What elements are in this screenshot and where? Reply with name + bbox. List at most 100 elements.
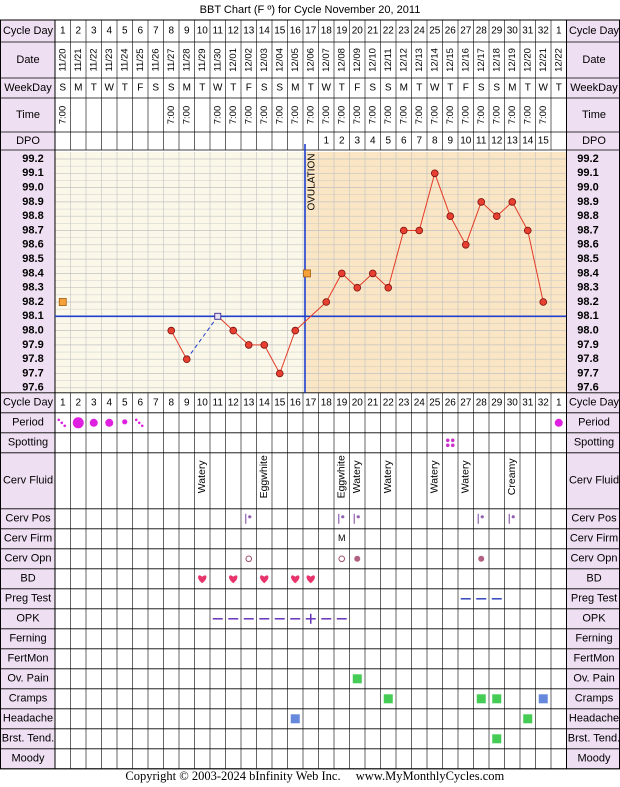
y-tick-label-right: 98.3	[577, 282, 598, 294]
cycle-day-cell: 9	[184, 26, 190, 37]
temp-line-segment	[387, 230, 405, 288]
y-tick-label-right: 97.7	[577, 367, 598, 379]
date-cell: 12/14	[429, 48, 440, 72]
dpo-cell: 1	[323, 136, 329, 147]
cerv-opn-open	[245, 555, 253, 563]
cramps-square	[383, 694, 393, 704]
right-label-column	[566, 20, 619, 769]
date-cell: 12/16	[460, 48, 471, 72]
dpo-cell: 10	[460, 136, 472, 147]
cycle-day-cell: 22	[383, 26, 395, 37]
cycle-day-cell: 21	[367, 26, 379, 37]
y-tick-label-right: 99.0	[577, 182, 598, 194]
y-tick-label-right: 97.8	[577, 353, 598, 365]
dpo-cell: 6	[401, 136, 407, 147]
cerv-opn-filled	[478, 555, 485, 562]
row-label-cycle_day-right: Cycle Day	[569, 25, 620, 37]
y-tick-label-left: 98.0	[22, 325, 43, 337]
temp-point	[337, 269, 346, 278]
temp-line-gap	[186, 316, 219, 360]
bd-heart-icon	[306, 575, 315, 584]
period-spotting-dot	[57, 418, 61, 422]
weekday-cell: M	[508, 83, 516, 94]
temp-line-segment	[527, 230, 544, 303]
date-cell: 11/30	[212, 48, 223, 71]
cerv-fluid-label: Creamy	[506, 458, 518, 496]
time-cell: 7:00	[274, 106, 285, 125]
left-label-column	[0, 20, 55, 769]
footer-site-link[interactable]: www.MyMonthlyCycles.com	[356, 769, 505, 783]
date-cell: 11/21	[73, 48, 84, 71]
weekday-cell: W	[213, 83, 223, 94]
date-cell: 12/12	[398, 48, 409, 72]
ov_pain-square	[352, 674, 362, 684]
cycle-day-cell: 28	[476, 26, 488, 37]
weekday-cell: T	[447, 83, 453, 94]
row-label-cerv_firm: Cerv Firm	[4, 533, 52, 545]
temp-point	[523, 226, 532, 235]
y-tick-label-left: 98.7	[22, 224, 43, 236]
period-light-dot	[122, 419, 128, 425]
row-label-cramps: Cramps	[9, 693, 48, 705]
cerv-opn-filled	[354, 555, 361, 562]
temp-line-segment	[263, 344, 281, 374]
period-spotting-dot	[134, 418, 138, 422]
date-cell: 12/10	[367, 48, 378, 72]
cycle-day-cell-bottom: 2	[75, 397, 81, 408]
cerv-pos-dot	[480, 515, 484, 519]
cycle-day-cell-bottom: 20	[352, 397, 364, 408]
footer-copyright: Copyright © 2003-2024 bInfinity Web Inc.	[125, 769, 340, 783]
cycle-day-cell: 31	[522, 26, 534, 37]
spotting-dot	[450, 438, 455, 443]
cycle-day-cell: 2	[75, 26, 81, 37]
weekday-cell: T	[230, 83, 236, 94]
y-tick-label-left: 98.5	[22, 253, 43, 265]
row-label-cerv_firm-right: Cerv Firm	[570, 533, 618, 545]
time-cell: 7:00	[352, 106, 363, 125]
row-label-ferning-right: Ferning	[575, 633, 612, 645]
ovulation-marker	[303, 269, 311, 278]
cycle-day-cell-bottom: 26	[445, 397, 457, 408]
time-cell: 7:00	[243, 106, 254, 125]
temp-point	[244, 341, 253, 349]
date-cell: 12/08	[336, 48, 347, 72]
cycle-day-cell-bottom: 16	[290, 397, 302, 408]
temp-point	[446, 212, 455, 221]
date-cell: 12/04	[274, 48, 285, 72]
y-tick-label-left: 98.9	[22, 196, 43, 208]
cycle-day-cell-bottom: 18	[321, 397, 333, 408]
weekday-cell: T	[199, 83, 205, 94]
period-spotting-dot	[140, 424, 144, 428]
date-cell: 12/19	[507, 48, 518, 72]
cerv-firm-mark: M	[338, 533, 346, 543]
temp-line-segment	[325, 273, 343, 303]
temp-point	[399, 226, 408, 235]
y-tick-label-left: 97.6	[22, 382, 43, 394]
y-tick-label-right: 98.4	[577, 267, 599, 279]
row-label-ov_pain: Ov. Pain	[7, 673, 48, 685]
cycle-day-cell-bottom: 12	[228, 397, 240, 408]
spotting-dot	[445, 443, 450, 448]
temp-point	[430, 169, 439, 178]
cycle-day-cell-bottom: 6	[137, 397, 143, 408]
temp-point	[167, 326, 176, 335]
time-cell: 7:00	[321, 106, 332, 125]
cycle-day-cell-bottom: 8	[168, 397, 174, 408]
y-tick-label-left: 97.9	[22, 339, 43, 351]
weekday-cell: M	[400, 83, 408, 94]
row-label-date-right: Date	[582, 54, 605, 66]
time-cell: 7:00	[228, 106, 239, 125]
cycle-day-cell: 6	[137, 26, 143, 37]
cycle-day-cell-bottom: 23	[398, 397, 410, 408]
cycle-day-cell-bottom: 22	[383, 397, 395, 408]
weekday-cell: S	[59, 83, 66, 94]
period-medium-dot	[105, 418, 114, 427]
cycle-day-cell-bottom: 21	[367, 397, 379, 408]
time-cell: 7:00	[491, 106, 502, 125]
y-tick-label-left: 97.8	[22, 353, 43, 365]
temp-point-excluded	[58, 298, 67, 306]
dpo-cell: 12	[491, 136, 503, 147]
y-tick-label-left: 99.2	[22, 153, 43, 165]
cycle-day-cell-bottom: 30	[507, 397, 519, 408]
